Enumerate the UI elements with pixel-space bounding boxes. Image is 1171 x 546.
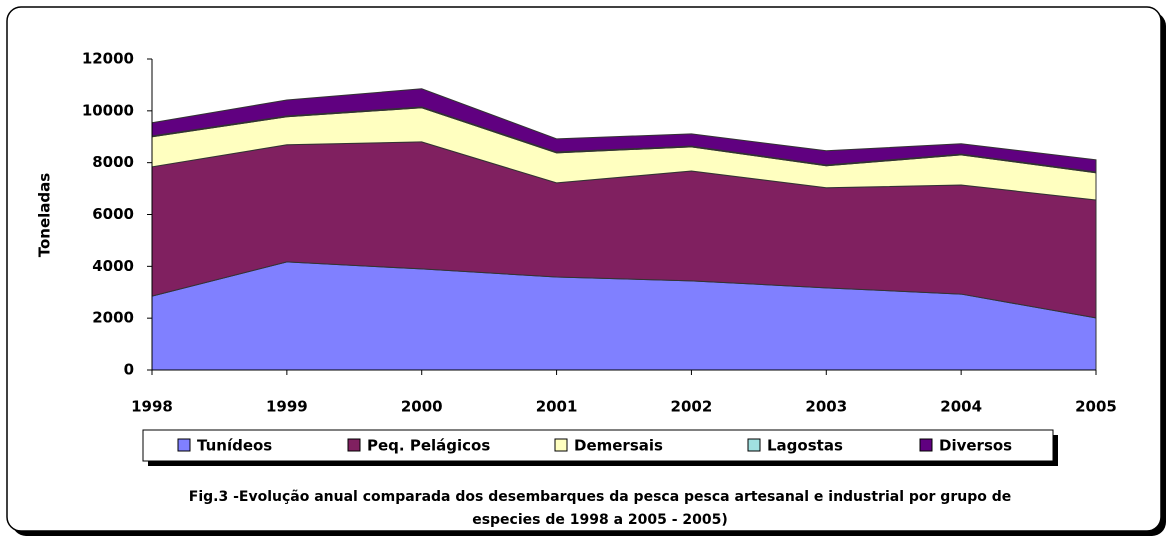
y-tick-label: 8000	[92, 153, 134, 171]
y-axis-title: Toneladas	[36, 173, 54, 258]
x-tick-label: 2004	[940, 398, 982, 416]
x-tick-label: 2005	[1075, 398, 1117, 416]
y-tick-label: 2000	[92, 309, 134, 327]
caption: especies de 1998 a 2005 - 2005)	[472, 512, 728, 528]
y-tick-label: 6000	[92, 205, 134, 223]
x-tick-label: 1999	[266, 398, 308, 416]
x-tick-label: 1998	[131, 398, 173, 416]
legend-label: Peq. Pelágicos	[367, 437, 490, 455]
x-tick-label: 2003	[805, 398, 847, 416]
y-tick-label: 12000	[82, 50, 134, 68]
legend-swatch	[919, 438, 933, 452]
y-tick-label: 4000	[92, 257, 134, 275]
area	[151, 88, 1097, 173]
legend	[142, 429, 1054, 462]
legend-swatch	[747, 438, 761, 452]
legend-label: Diversos	[939, 437, 1012, 455]
legend-label: Lagostas	[767, 437, 843, 455]
y-tick-label: 0	[124, 361, 134, 379]
legend-label: Demersais	[574, 437, 663, 455]
legend-label: Tunídeos	[197, 437, 272, 455]
x-tick-label: 2002	[671, 398, 713, 416]
x-tick-label: 2001	[536, 398, 578, 416]
legend-swatch	[554, 438, 568, 452]
legend-swatch	[347, 438, 361, 452]
caption: Fig.3 -Evolução anual comparada dos dese…	[189, 489, 1011, 505]
x-tick-label: 2000	[401, 398, 443, 416]
y-tick-label: 10000	[82, 101, 134, 119]
legend-swatch	[177, 438, 191, 452]
